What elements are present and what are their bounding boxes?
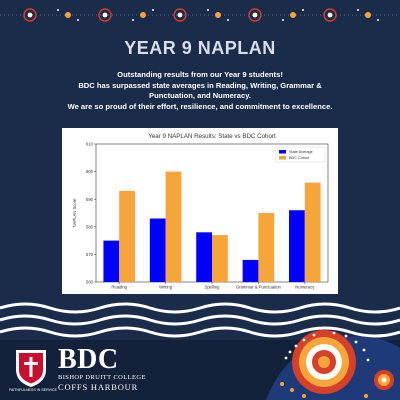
legend-swatch [279,150,286,154]
x-tick-label: Numeracy [295,285,315,290]
x-tick-label: Spelling [205,285,221,290]
logo-motto: FAITHFULNESS IN SERVICE [8,388,58,392]
y-tick-label: 610 [86,142,94,147]
bar-chart: Year 9 NAPLAN Results: State vs BDC Coho… [72,133,329,290]
crest-icon [16,350,46,387]
intro-text: Outstanding results from our Year 9 stud… [40,70,360,112]
dot-border-pattern [0,8,400,22]
bar-bdc-cohort-0 [119,190,135,282]
chart-card: Year 9 NAPLAN Results: State vs BDC Coho… [62,128,338,294]
bar-bdc-cohort-2 [212,235,228,282]
y-tick-label: 570 [86,252,94,257]
logo-initials: BDC [58,344,119,375]
bar-state-average-4 [289,210,305,282]
y-tick-label: 580 [86,224,94,229]
x-tick-label: Writing [159,285,173,290]
bar-state-average-2 [196,232,212,282]
page-title: YEAR 9 NAPLAN [124,38,276,58]
intro-line-1: Outstanding results from our Year 9 stud… [117,70,283,79]
x-tick-label: Grammar & Punctuation [236,285,282,290]
intro-line-2: BDC has surpassed state averages in Read… [78,80,322,90]
legend-label: BDC Cohort [289,156,310,160]
bar-bdc-cohort-3 [258,213,275,282]
wave-decoration [0,302,400,338]
small-circle-motif [374,370,394,390]
intro-line-3: Punctuation, and Numeracy. [149,91,251,101]
y-tick-label: 560 [86,280,94,285]
decorative-dot-border [0,8,400,22]
logo-location: COFFS HARBOUR [58,382,139,392]
bar-bdc-cohort-4 [304,182,321,282]
chart-title: Year 9 NAPLAN Results: State vs BDC Coho… [148,133,276,140]
bar-state-average-0 [103,240,120,282]
y-axis-label: NAPLAN Score [72,198,77,228]
legend-box [275,146,326,163]
bar-state-average-1 [149,218,166,282]
college-logo: BDC BISHOP DRUITT COLLEGE COFFS HARBOUR … [6,346,146,396]
intro-line-4: We are so proud of their effort, resilie… [67,101,333,111]
bar-bdc-cohort-1 [165,171,182,282]
concentric-circle-motif [292,330,356,394]
logo-full-name: BISHOP DRUITT COLLEGE [58,374,146,381]
x-tick-label: Reading [111,285,127,290]
bar-state-average-3 [242,259,259,282]
legend-swatch [279,156,286,160]
logo-wordmark: BDC BISHOP DRUITT COLLEGE COFFS HARBOUR [58,344,146,393]
dot-art-decoration [266,330,400,400]
y-tick-label: 590 [86,197,94,202]
legend-label: State Average [289,150,313,154]
y-tick-label: 600 [86,169,94,174]
